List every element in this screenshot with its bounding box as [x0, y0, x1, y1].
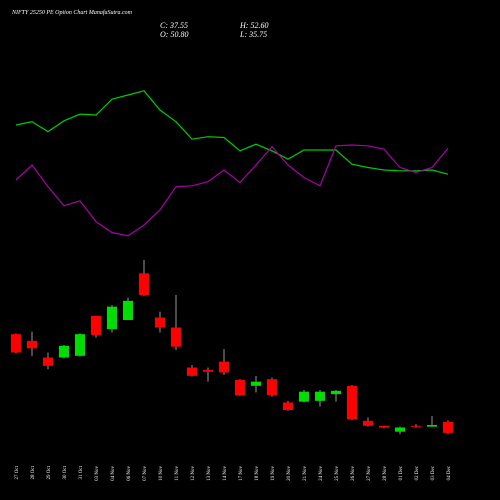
candle-body: [43, 357, 53, 366]
candle-body: [11, 334, 21, 353]
x-tick-label: 13 Nov: [207, 466, 212, 481]
x-tick-label: 30 Oct: [63, 465, 68, 479]
candle-body: [155, 317, 165, 328]
x-tick-label: 26 Nov: [351, 466, 356, 481]
x-tick-label: 29 Oct: [47, 465, 52, 479]
candle-body: [75, 334, 85, 356]
x-tick-label: 28 Oct: [31, 465, 36, 479]
x-tick-label: 25 Nov: [335, 466, 340, 481]
x-tick-label: 14 Nov: [223, 466, 228, 481]
candle-body: [427, 425, 437, 427]
candle-body: [315, 391, 325, 401]
x-tick-label: 03 Dec: [431, 465, 436, 480]
x-tick-label: 10 Nov: [159, 466, 164, 481]
chart-title: NIFTY 25250 PE Option Chart ManafaSutra.…: [11, 9, 133, 16]
candle-body: [299, 391, 309, 402]
x-tick-label: 19 Nov: [271, 466, 276, 481]
x-tick-label: 17 Nov: [239, 466, 244, 481]
x-tick-label: 27 Nov: [367, 466, 372, 481]
x-tick-label: 12 Nov: [191, 466, 196, 481]
x-tick-label: 21 Nov: [303, 466, 308, 481]
x-tick-label: 04 Dec: [447, 465, 452, 480]
close-label: C: 37.55: [160, 21, 188, 30]
x-tick-label: 03 Nov: [95, 466, 100, 481]
x-tick-label: 31 Oct: [79, 465, 84, 479]
x-tick-label: 11 Nov: [175, 466, 180, 481]
candle-body: [107, 306, 117, 330]
x-tick-label: 07 Nov: [143, 466, 148, 481]
candle-body: [91, 315, 101, 335]
candle-body: [219, 361, 229, 373]
x-tick-label: 24 Nov: [319, 466, 324, 481]
indicator-line: [15, 90, 449, 175]
x-tick-label: 06 Nov: [127, 466, 132, 481]
indicator-line: [15, 144, 449, 237]
candle-body: [411, 425, 421, 427]
candle-body: [363, 420, 373, 426]
candle-body: [171, 327, 181, 347]
x-tick-label: 27 Oct: [15, 465, 20, 479]
candle-body: [27, 340, 37, 349]
candle-body: [283, 402, 293, 410]
candle-body: [123, 300, 133, 320]
x-tick-label: 04 Nov: [111, 466, 116, 481]
candle-body: [267, 379, 277, 395]
candle-body: [203, 370, 213, 372]
candle-body: [395, 427, 405, 432]
candle-body: [251, 381, 261, 386]
x-tick-label: 28 Nov: [383, 466, 388, 481]
x-tick-label: 20 Nov: [287, 466, 292, 481]
candle-body: [187, 367, 197, 376]
candle-body: [59, 345, 69, 358]
x-tick-label: 01 Dec: [399, 465, 404, 480]
x-tick-label: 18 Nov: [255, 466, 260, 481]
candle-body: [379, 425, 389, 428]
open-label: O: 50.80: [160, 30, 188, 39]
low-label: L: 35.75: [239, 30, 267, 39]
candle-body: [331, 390, 341, 395]
high-label: H: 52.60: [239, 21, 268, 30]
candle-body: [443, 421, 453, 433]
candle-body: [347, 385, 357, 420]
candle-body: [139, 273, 149, 295]
candle-body: [235, 380, 245, 395]
x-tick-label: 02 Dec: [415, 465, 420, 480]
